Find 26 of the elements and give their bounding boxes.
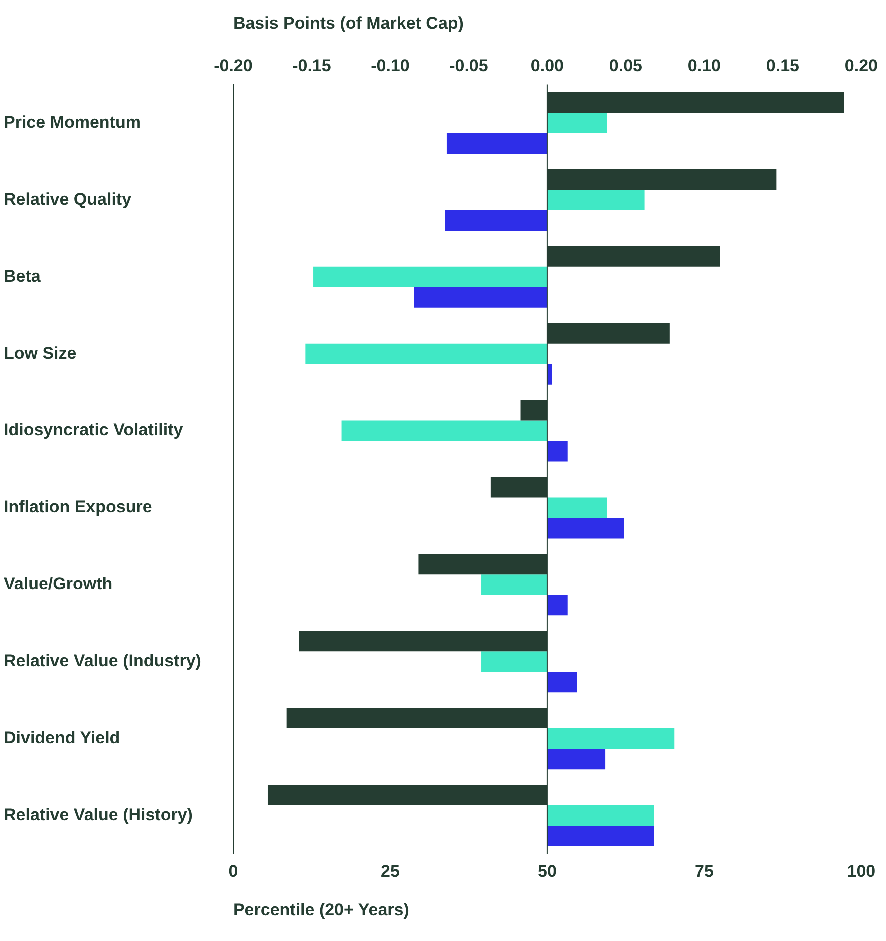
- x-tick-label: 75: [694, 862, 714, 882]
- x2-tick-label: -0.10: [371, 56, 410, 76]
- x2-tick-label: 0.05: [609, 56, 642, 76]
- y-tick-label: Low Size: [4, 344, 77, 363]
- x2-tick-label: -0.05: [450, 56, 488, 76]
- y-tick-label: Beta: [4, 266, 42, 286]
- y-tick-label: Relative Value (History): [4, 805, 193, 824]
- x-axis-title: Percentile (20+ Years): [233, 900, 410, 920]
- y-tick-label: Relative Value (Industry): [4, 652, 202, 671]
- x2-tick-label: 0.15: [766, 56, 800, 76]
- x2-tick-label: 0.10: [688, 56, 721, 76]
- y-tick-label: Inflation Exposure: [4, 498, 152, 517]
- x-tick-label: 25: [380, 862, 400, 882]
- x2-tick-label: 0.20: [844, 56, 878, 76]
- x-tick-label: 50: [538, 862, 557, 882]
- x2-axis-title: Basis Points (of Market Cap): [233, 14, 464, 33]
- x2-tick-label: -0.15: [292, 56, 332, 76]
- x2-tick-label: 0.00: [530, 56, 564, 76]
- y-tick-label: Dividend Yield: [4, 728, 120, 748]
- y-tick-label: Idiosyncratic Volatility: [4, 420, 184, 440]
- x-tick-label: 0: [228, 862, 238, 882]
- x2-tick-label: -0.20: [214, 56, 253, 76]
- x-tick-label: 100: [847, 862, 876, 882]
- y-tick-label: Relative Quality: [4, 190, 132, 209]
- y-tick-label: Price Momentum: [4, 112, 141, 132]
- y-tick-label: Value/Growth: [4, 574, 113, 594]
